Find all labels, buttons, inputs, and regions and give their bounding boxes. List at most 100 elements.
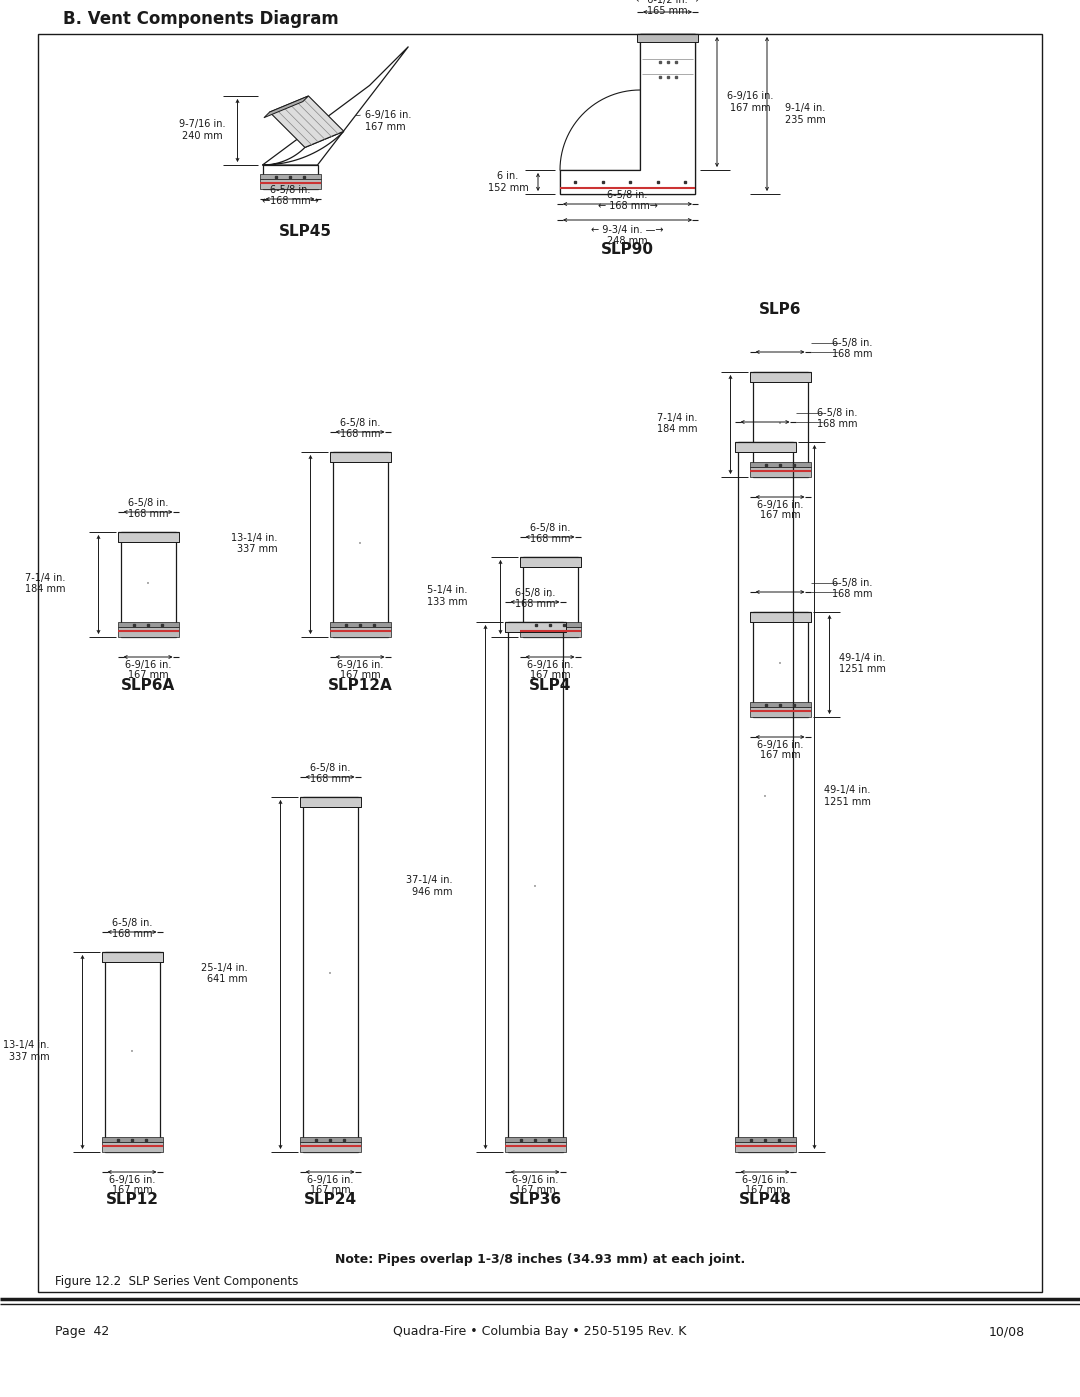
Bar: [637, 34, 698, 42]
Text: 6-5/8 in.: 6-5/8 in.: [270, 184, 310, 196]
Bar: [750, 467, 810, 476]
Text: 10/08: 10/08: [989, 1326, 1025, 1338]
Text: 337 mm: 337 mm: [9, 1052, 50, 1062]
Text: 6-5/8 in.: 6-5/8 in.: [818, 408, 858, 418]
Bar: [750, 462, 810, 467]
Text: 240 mm: 240 mm: [183, 131, 222, 141]
Text: 13-1/4 in.: 13-1/4 in.: [231, 532, 278, 542]
Text: 167 mm: 167 mm: [759, 510, 800, 520]
Text: ←168 mm→: ←168 mm→: [261, 196, 319, 205]
Bar: [750, 612, 810, 622]
Text: •: •: [762, 793, 767, 800]
Bar: [523, 557, 578, 637]
Text: 167 mm: 167 mm: [759, 750, 800, 760]
Text: 6-9/16 in.: 6-9/16 in.: [727, 91, 773, 101]
Text: SLP4: SLP4: [529, 678, 571, 693]
Bar: [299, 1141, 361, 1153]
Text: 6-9/16 in.: 6-9/16 in.: [527, 659, 573, 671]
Text: 167 mm: 167 mm: [127, 671, 168, 680]
Bar: [504, 1137, 566, 1141]
Bar: [504, 622, 566, 631]
Text: SLP45: SLP45: [279, 225, 332, 239]
Text: 168 mm: 168 mm: [310, 774, 350, 784]
Bar: [561, 179, 696, 184]
Text: 168 mm: 168 mm: [818, 419, 858, 429]
Text: Figure 12.2  SLP Series Vent Components: Figure 12.2 SLP Series Vent Components: [55, 1274, 298, 1288]
Bar: [753, 612, 808, 717]
Text: 946 mm: 946 mm: [411, 887, 453, 897]
Bar: [561, 170, 696, 194]
Text: 25-1/4 in.: 25-1/4 in.: [201, 963, 247, 972]
Text: 6-9/16 in.: 6-9/16 in.: [757, 500, 804, 510]
Text: •: •: [548, 594, 552, 599]
Polygon shape: [262, 131, 343, 165]
Text: 167 mm: 167 mm: [365, 122, 406, 133]
Text: SLP12A: SLP12A: [327, 678, 392, 693]
Text: B. Vent Components Diagram: B. Vent Components Diagram: [63, 10, 339, 28]
Text: 6-9/16 in.: 6-9/16 in.: [337, 659, 383, 671]
Bar: [750, 372, 810, 381]
Text: 167 mm: 167 mm: [745, 1185, 785, 1194]
Text: 9-1/4 in.: 9-1/4 in.: [785, 103, 825, 113]
Text: 6-5/8 in.: 6-5/8 in.: [112, 918, 152, 928]
Text: 167 mm: 167 mm: [111, 1185, 152, 1194]
Bar: [519, 622, 581, 627]
Text: 49-1/4 in.: 49-1/4 in.: [824, 785, 870, 795]
Bar: [259, 179, 321, 189]
Text: 152 mm: 152 mm: [488, 183, 528, 193]
Text: SLP48: SLP48: [739, 1193, 792, 1207]
Text: 6-5/8 in.: 6-5/8 in.: [127, 497, 168, 509]
Bar: [738, 441, 793, 1153]
Text: 641 mm: 641 mm: [207, 975, 247, 985]
Polygon shape: [262, 46, 408, 165]
Bar: [734, 1141, 796, 1153]
Text: 168 mm: 168 mm: [530, 534, 570, 543]
Text: •: •: [778, 422, 782, 427]
Bar: [102, 1137, 162, 1141]
Text: 6-9/16 in.: 6-9/16 in.: [109, 1175, 156, 1185]
Polygon shape: [264, 96, 309, 117]
Bar: [299, 798, 361, 807]
Text: •: •: [146, 581, 150, 588]
Text: 184 mm: 184 mm: [657, 425, 698, 434]
Text: 7-1/4 in.: 7-1/4 in.: [25, 573, 66, 583]
Bar: [259, 175, 321, 179]
Text: 1251 mm: 1251 mm: [839, 665, 886, 675]
Text: 184 mm: 184 mm: [25, 584, 66, 595]
Text: 6 in.: 6 in.: [498, 170, 518, 182]
Text: 5-1/4 in.: 5-1/4 in.: [427, 585, 468, 595]
Bar: [508, 622, 563, 1153]
Text: SLP6: SLP6: [759, 303, 801, 317]
Text: 6-5/8 in.: 6-5/8 in.: [833, 578, 873, 588]
Text: •: •: [778, 662, 782, 668]
Text: SLP24: SLP24: [303, 1193, 356, 1207]
Text: 7-1/4 in.: 7-1/4 in.: [657, 412, 698, 422]
Text: 13-1/4 in.: 13-1/4 in.: [3, 1039, 50, 1051]
Text: 6-9/16 in.: 6-9/16 in.: [512, 1175, 558, 1185]
Text: •: •: [130, 1049, 134, 1055]
Text: 167 mm: 167 mm: [529, 671, 570, 680]
Text: 167 mm: 167 mm: [515, 1185, 555, 1194]
Bar: [519, 557, 581, 567]
Text: 6-9/16 in.: 6-9/16 in.: [307, 1175, 353, 1185]
Text: •: •: [534, 884, 537, 890]
Text: 49-1/4 in.: 49-1/4 in.: [839, 652, 886, 662]
Text: 9-7/16 in.: 9-7/16 in.: [179, 120, 226, 130]
Text: Page  42: Page 42: [55, 1326, 109, 1338]
Bar: [118, 622, 178, 627]
Text: 235 mm: 235 mm: [785, 115, 825, 124]
Text: 6-9/16 in.: 6-9/16 in.: [742, 1175, 788, 1185]
Text: 6-5/8 in.: 6-5/8 in.: [833, 338, 873, 348]
Text: 168 mm: 168 mm: [833, 590, 873, 599]
Text: 165 mm: 165 mm: [647, 6, 688, 15]
Bar: [734, 441, 796, 453]
Text: 167 mm: 167 mm: [730, 103, 770, 113]
Bar: [262, 165, 318, 189]
Bar: [329, 622, 391, 627]
Bar: [333, 453, 388, 637]
Bar: [734, 1137, 796, 1141]
Bar: [753, 372, 808, 476]
Bar: [302, 798, 357, 1153]
Bar: [329, 627, 391, 637]
Bar: [102, 1141, 162, 1153]
